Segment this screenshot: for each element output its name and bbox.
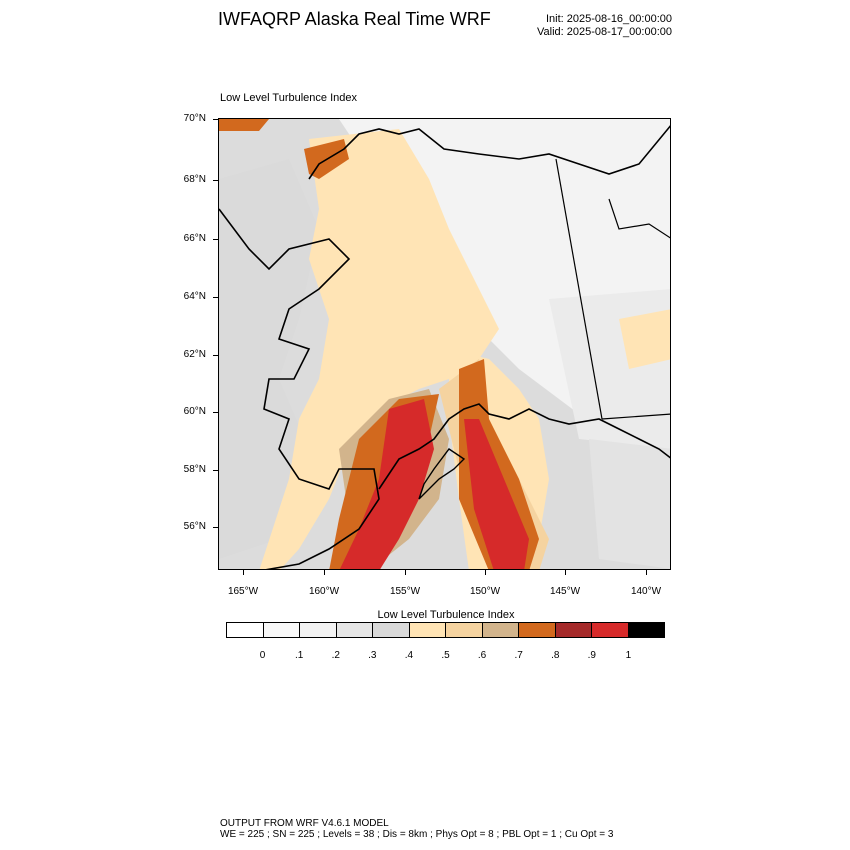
lat-tick bbox=[213, 119, 218, 120]
lon-label-150: 150°W bbox=[469, 586, 501, 597]
lon-tick bbox=[485, 570, 486, 575]
lon-tick bbox=[646, 570, 647, 575]
colorbar-label: .6 bbox=[477, 650, 487, 661]
coastline-north bbox=[308, 125, 670, 180]
gray-region-southeast bbox=[589, 439, 670, 569]
lon-label-165: 165°W bbox=[227, 586, 259, 597]
main-title: IWFAQRP Alaska Real Time WRF bbox=[218, 9, 491, 29]
init-time: Init: 2025-08-16_00:00:00 bbox=[546, 13, 672, 25]
colorbar-label: .7 bbox=[514, 650, 523, 661]
colorbar-label: 1 bbox=[625, 650, 632, 661]
lon-tick bbox=[405, 570, 406, 575]
colorbar-swatch bbox=[300, 623, 337, 637]
kodiak-island bbox=[418, 448, 466, 500]
colorbar-swatch bbox=[263, 623, 300, 637]
colorbar-label: .2 bbox=[331, 650, 340, 661]
lat-label-60: 60°N bbox=[183, 406, 206, 417]
colorbar bbox=[226, 622, 665, 638]
colorbar-label: .8 bbox=[551, 650, 560, 661]
valid-time: Valid: 2025-08-17_00:00:00 bbox=[537, 26, 672, 38]
colorbar-swatch bbox=[555, 623, 592, 637]
lon-label-155: 155°W bbox=[389, 586, 421, 597]
us-canada-border bbox=[555, 158, 603, 420]
lat-label-56: 56°N bbox=[183, 521, 206, 532]
lat-tick bbox=[213, 297, 218, 298]
coastline-west bbox=[219, 208, 380, 569]
footer-line-config: WE = 225 ; SN = 225 ; Levels = 38 ; Dis … bbox=[220, 829, 614, 840]
colorbar-swatch bbox=[519, 623, 556, 637]
map-canvas bbox=[219, 119, 670, 569]
colorbar-label: 0 bbox=[259, 650, 266, 661]
colorbar-label: .1 bbox=[294, 650, 304, 661]
colorbar-label: .9 bbox=[587, 650, 596, 661]
colorbar-swatch bbox=[592, 623, 629, 637]
lat-label-64: 64°N bbox=[183, 291, 206, 302]
bc-yukon-border bbox=[601, 413, 670, 420]
colorbar-swatch bbox=[628, 623, 664, 637]
moderate-region-yukon bbox=[619, 309, 670, 369]
lat-tick bbox=[213, 412, 218, 413]
lon-tick bbox=[324, 570, 325, 575]
colorbar-label: .5 bbox=[441, 650, 450, 661]
yukon-nwt-border bbox=[608, 198, 670, 239]
colorbar-title: Low Level Turbulence Index bbox=[377, 609, 515, 621]
lat-label-62: 62°N bbox=[183, 349, 206, 360]
red-core-west bbox=[339, 399, 434, 569]
init-valid-block: Init: 2025-08-16_00:00:00 Valid: 2025-08… bbox=[537, 13, 672, 39]
lat-label-66: 66°N bbox=[183, 233, 206, 244]
model-footer: OUTPUT FROM WRF V4.6.1 MODEL WE = 225 ; … bbox=[220, 818, 613, 840]
panel-title: Low Level Turbulence Index bbox=[220, 92, 357, 104]
lat-tick bbox=[213, 180, 218, 181]
moderate-region-interior bbox=[259, 129, 499, 569]
footer-line-model: OUTPUT FROM WRF V4.6.1 MODEL bbox=[220, 818, 389, 829]
lat-label-68: 68°N bbox=[183, 174, 206, 185]
red-core-east bbox=[464, 419, 529, 569]
colorbar-swatch bbox=[446, 623, 483, 637]
orange-patch-northwest bbox=[219, 119, 269, 131]
lon-tick bbox=[565, 570, 566, 575]
lon-tick bbox=[243, 570, 244, 575]
lat-tick bbox=[213, 239, 218, 240]
colorbar-swatch bbox=[227, 623, 264, 637]
lat-label-70: 70°N bbox=[183, 113, 206, 124]
lat-tick bbox=[213, 470, 218, 471]
lon-label-145: 145°W bbox=[549, 586, 581, 597]
lon-label-160: 160°W bbox=[308, 586, 340, 597]
colorbar-label: .4 bbox=[404, 650, 414, 661]
colorbar-label: .3 bbox=[368, 650, 377, 661]
lat-tick bbox=[213, 355, 218, 356]
colorbar-swatch bbox=[409, 623, 446, 637]
colorbar-swatch bbox=[336, 623, 373, 637]
colorbar-swatch bbox=[373, 623, 410, 637]
turbulence-map bbox=[218, 118, 671, 570]
lon-label-140: 140°W bbox=[630, 586, 662, 597]
lat-tick bbox=[213, 527, 218, 528]
lat-label-58: 58°N bbox=[183, 464, 206, 475]
coastline-gulf bbox=[378, 403, 670, 490]
colorbar-swatch bbox=[482, 623, 519, 637]
